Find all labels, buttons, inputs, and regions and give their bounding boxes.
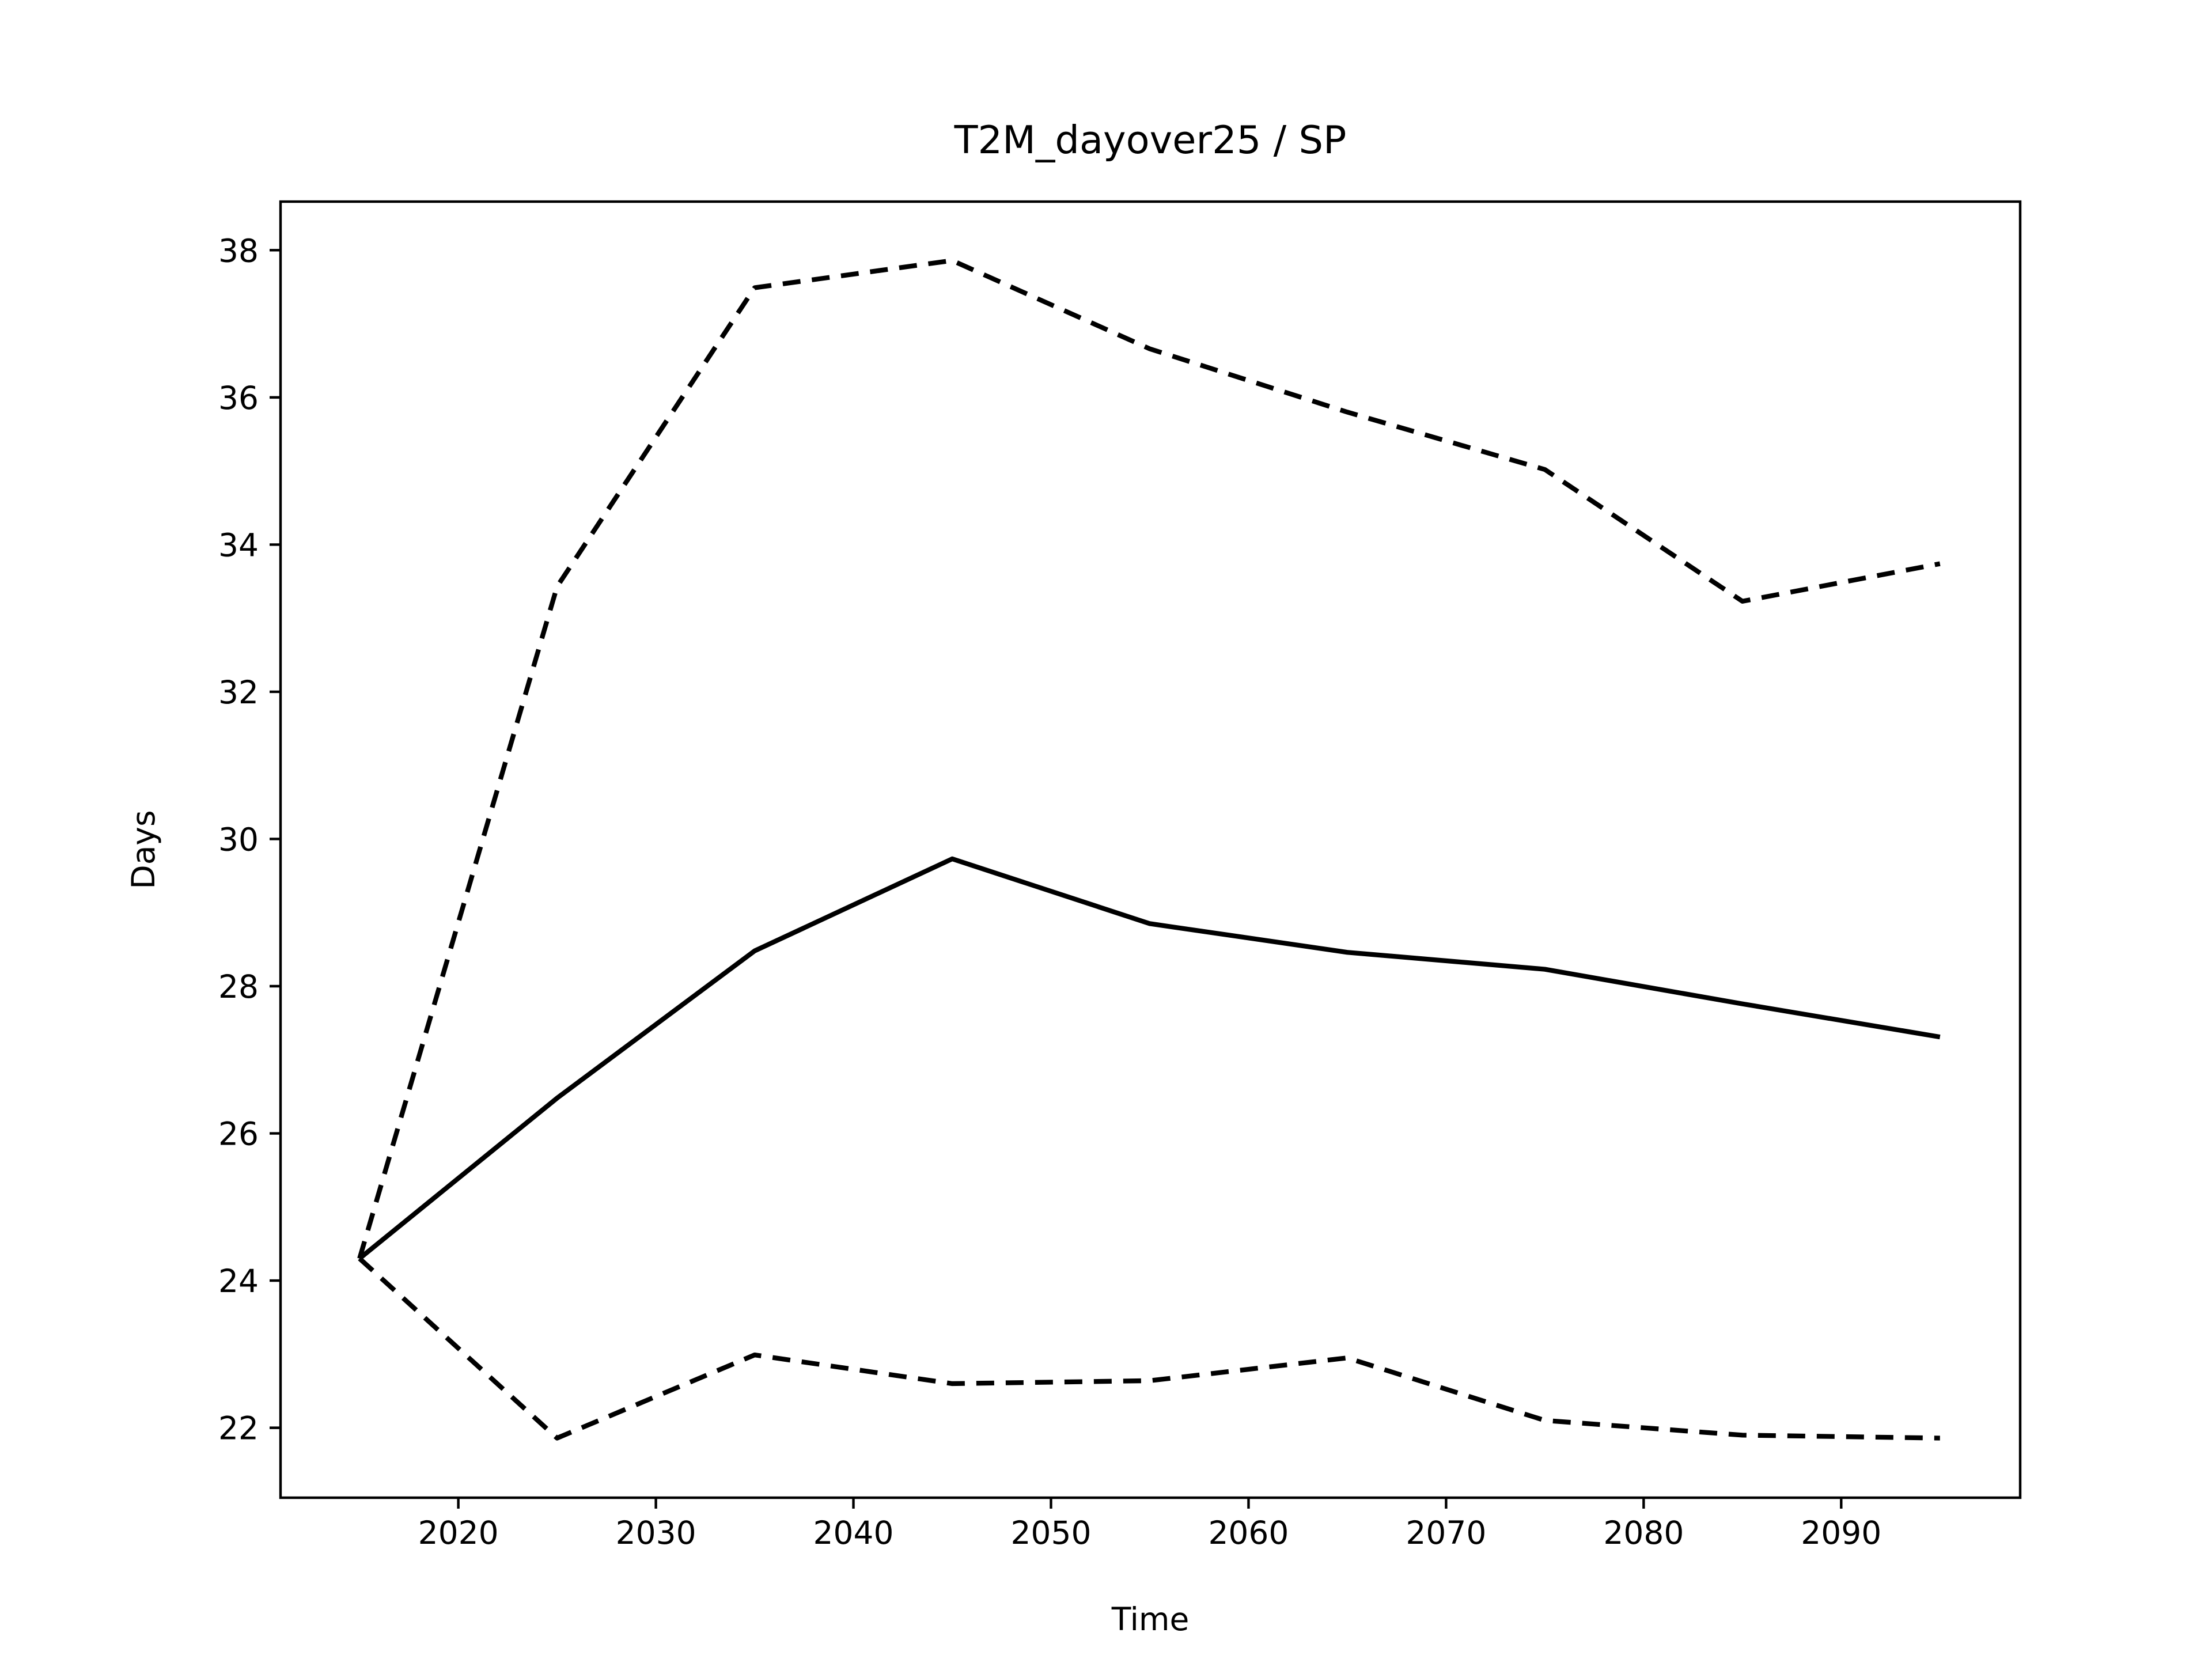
x-tick-label: 2090 xyxy=(1801,1514,1881,1551)
y-tick-label: 36 xyxy=(218,380,259,416)
x-tick-label: 2060 xyxy=(1208,1514,1289,1551)
x-axis-label: Time xyxy=(1111,1601,1190,1638)
y-tick-label: 38 xyxy=(218,232,259,269)
series-line xyxy=(358,1256,1940,1441)
y-tick-label: 34 xyxy=(218,527,259,563)
series-line xyxy=(357,258,1941,1259)
x-tick-label: 2080 xyxy=(1603,1514,1684,1551)
y-tick-label: 32 xyxy=(218,674,259,711)
x-tick-label: 2030 xyxy=(616,1514,696,1551)
x-tick-label: 2070 xyxy=(1406,1514,1486,1551)
x-tick-label: 2020 xyxy=(418,1514,499,1551)
y-tick-label: 24 xyxy=(218,1263,259,1300)
y-axis-label: Days xyxy=(125,810,162,889)
y-tick-label: 22 xyxy=(218,1410,259,1447)
plot-frame xyxy=(279,200,2022,1499)
y-tick-label: 28 xyxy=(218,968,259,1005)
x-tick-label: 2040 xyxy=(813,1514,894,1551)
y-tick-label: 30 xyxy=(218,821,259,858)
series-line xyxy=(358,856,1941,1260)
x-tick-label: 2050 xyxy=(1011,1514,1092,1551)
y-tick-label: 26 xyxy=(218,1116,259,1153)
chart-title: T2M_dayover25 / SP xyxy=(954,118,1347,162)
